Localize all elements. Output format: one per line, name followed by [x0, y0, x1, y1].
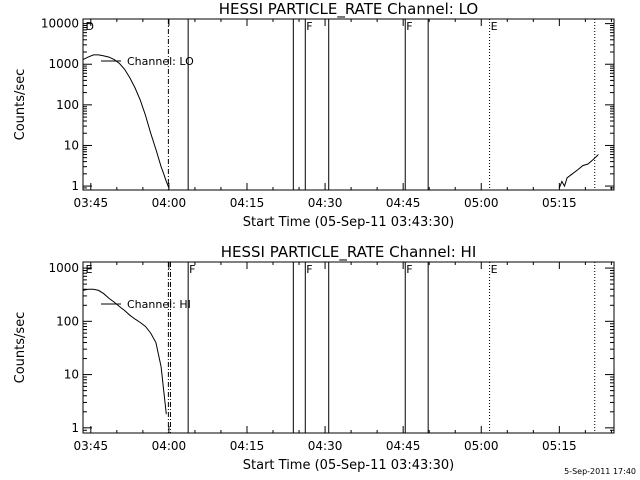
- x-tick-label: 05:00: [464, 439, 499, 453]
- plot-panel-1: HESSI PARTICLE_RATE Channel: LO Counts/se…: [13, 0, 615, 230]
- x-tick-label: 04:45: [386, 439, 421, 453]
- y-tick-label: 10000: [41, 17, 79, 31]
- x-tick-label: 05:00: [464, 196, 499, 210]
- y-tick-label: 1: [71, 421, 79, 435]
- plot-frame: [82, 261, 615, 434]
- x-tick-label: 04:15: [230, 196, 265, 210]
- event-marker-label: F: [406, 20, 412, 33]
- x-tick-label: 03:45: [74, 196, 109, 210]
- x-tick-label: 04:45: [386, 196, 421, 210]
- y-tick-label: 1000: [48, 261, 79, 275]
- event-marker-label: D: [86, 20, 94, 33]
- event-marker-label: F: [406, 263, 412, 276]
- data-series-line: [82, 288, 167, 415]
- x-tick-label: 05:15: [542, 439, 577, 453]
- y-tick-label: 100: [56, 98, 79, 112]
- data-series-line: [82, 54, 170, 189]
- plot-frame: [82, 18, 615, 191]
- legend-label: Channel: LO: [127, 55, 194, 68]
- x-tick-label: 04:30: [308, 196, 343, 210]
- event-marker-label: E: [86, 263, 93, 276]
- plot-panel-2: HESSI PARTICLE_RATE Channel: HI Counts/se…: [13, 243, 615, 473]
- x-tick-label: 04:15: [230, 439, 265, 453]
- y-tick-label: 1000: [48, 57, 79, 71]
- event-marker-label: E: [491, 263, 498, 276]
- legend-label: Channel: HI: [127, 298, 191, 311]
- y-tick-label: 100: [56, 314, 79, 328]
- chart-title: HESSI PARTICLE_RATE Channel: HI: [221, 243, 477, 262]
- x-axis-label: Start Time (05-Sep-11 03:43:30): [243, 215, 454, 230]
- y-tick-label: 10: [64, 138, 79, 152]
- footer-timestamp: 5-Sep-2011 17:40: [564, 467, 636, 476]
- chart-title: HESSI PARTICLE_RATE Channel: LO: [219, 0, 478, 19]
- x-axis-label: Start Time (05-Sep-11 03:43:30): [243, 458, 454, 473]
- x-tick-label: 03:45: [74, 439, 109, 453]
- event-marker-label: F: [306, 263, 312, 276]
- y-axis-label: Counts/sec: [13, 312, 28, 384]
- y-axis-label: Counts/sec: [13, 69, 28, 141]
- event-marker-label: F: [306, 20, 312, 33]
- data-series-line: [558, 154, 599, 189]
- x-tick-label: 04:30: [308, 439, 343, 453]
- y-tick-label: 10: [64, 368, 79, 382]
- x-tick-label: 04:00: [152, 439, 187, 453]
- event-marker-label: F: [189, 263, 195, 276]
- x-tick-label: 04:00: [152, 196, 187, 210]
- y-tick-label: 1: [71, 179, 79, 193]
- event-marker-label: E: [491, 20, 498, 33]
- x-tick-label: 05:15: [542, 196, 577, 210]
